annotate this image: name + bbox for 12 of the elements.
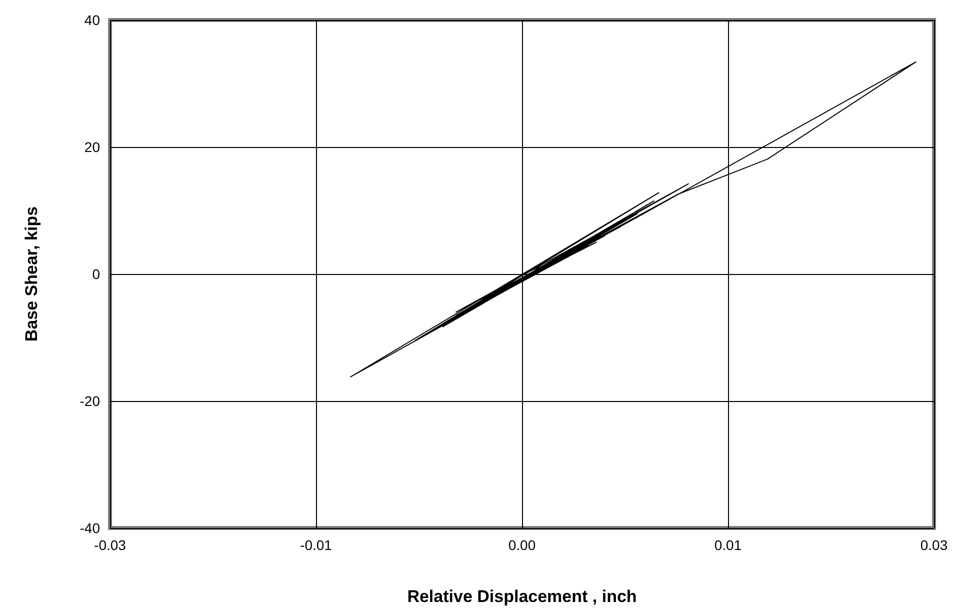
y-tick-label: -40: [80, 520, 100, 536]
y-tick-label: 20: [84, 139, 100, 155]
x-tick-label: 0.00: [508, 537, 536, 553]
x-tick-label: 0.01: [714, 537, 742, 553]
y-tick-label: 40: [84, 12, 100, 28]
y-axis-title: Base Shear, kips: [22, 206, 41, 342]
y-tick-label: 0: [92, 266, 100, 282]
x-axis-title: Relative Displacement , inch: [407, 587, 637, 606]
x-tick-label: -0.01: [300, 537, 332, 553]
x-tick-label: 0.03: [920, 537, 948, 553]
x-tick-label: -0.03: [94, 537, 126, 553]
y-tick-label: -20: [80, 393, 100, 409]
